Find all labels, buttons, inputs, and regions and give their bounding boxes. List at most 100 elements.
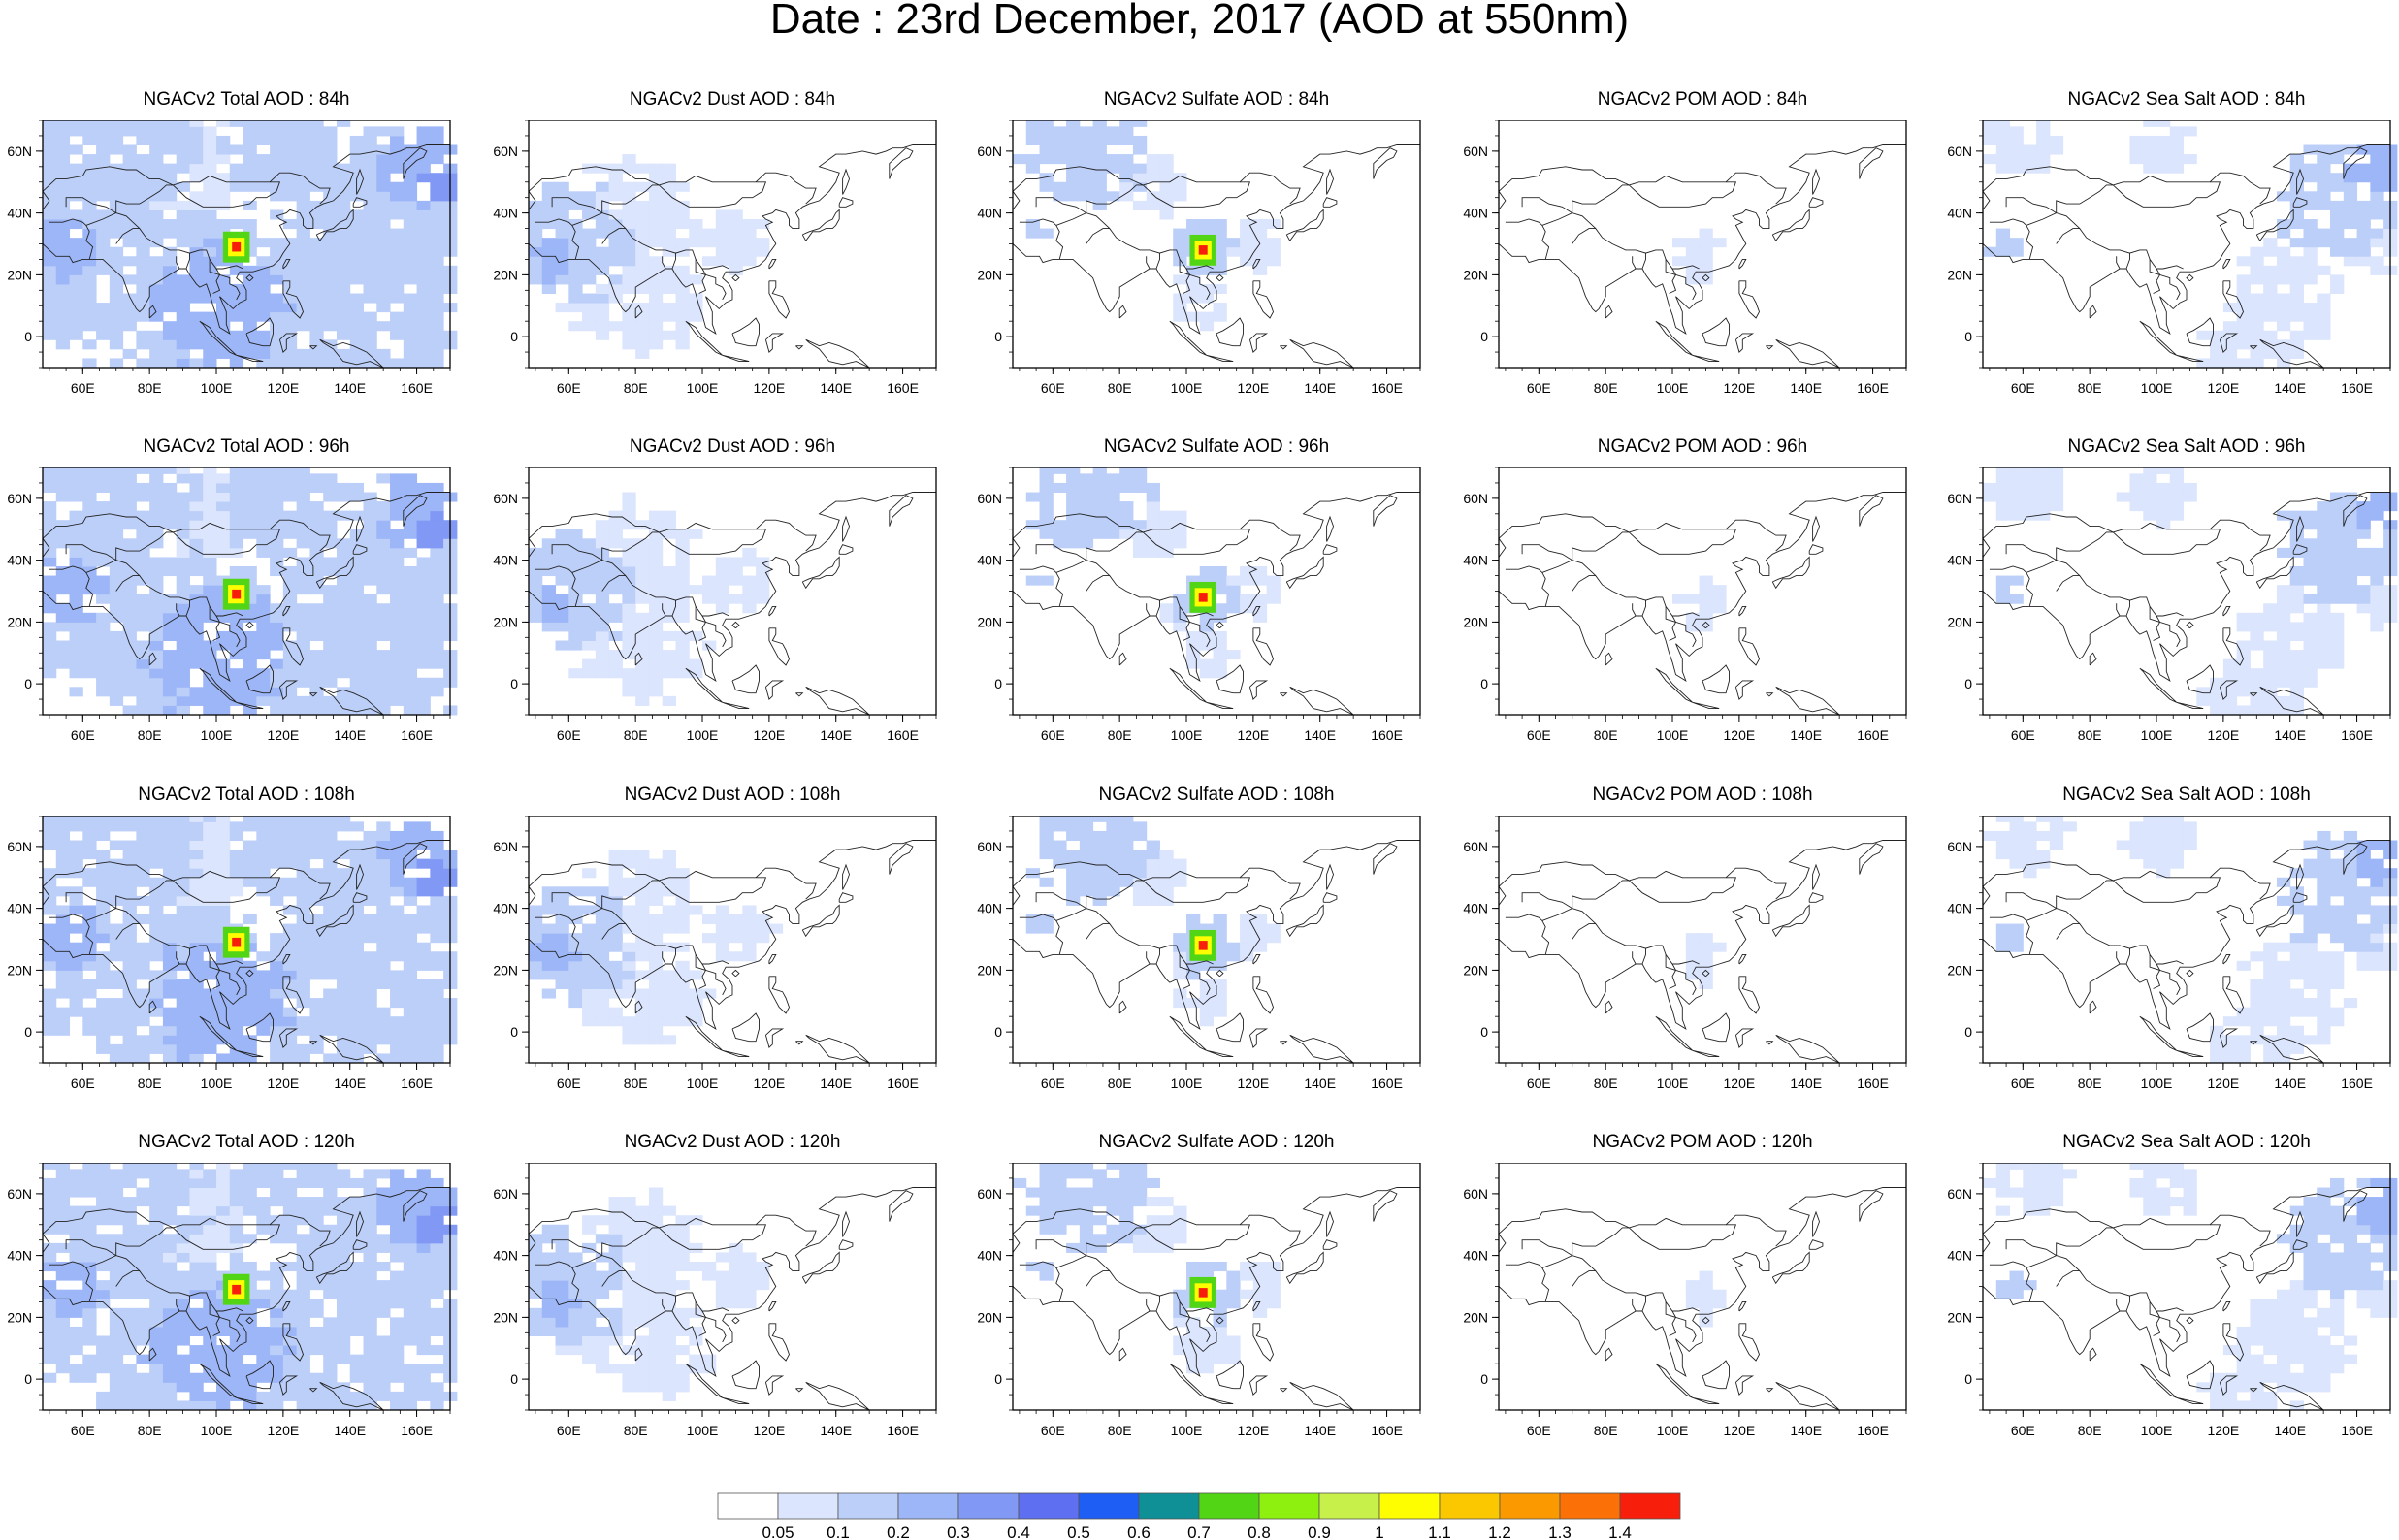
lon-tick-label: 60E [2011,727,2035,743]
colorbar-label: 1 [1375,1524,1383,1540]
lat-tick-label: 20N [1463,614,1488,629]
panel-title: NGACv2 POM AOD : 108h [1592,785,1813,805]
lon-tick-label: 100E [1657,1423,1689,1438]
lat-tick-label: 0 [994,1371,1002,1387]
map-plot: 60E 80E 100E 120E 140E 160E 60N 40N 20N 0 [977,120,1421,396]
map-plot: 60E 80E 100E 120E 140E 160E 60N 40N 20N 0 [7,120,458,396]
lat-tick-label: 0 [994,1024,1002,1040]
lon-tick-label: 60E [71,727,95,743]
panel-title: NGACv2 POM AOD : 96h [1597,436,1808,457]
map-panel-sulfate-84h: NGACv2 Sulfate AOD : 84h 60E 80E 100E 120E 14… [977,89,1421,414]
aod-field [529,850,784,1045]
lon-tick-label: 160E [887,1423,919,1438]
lon-tick-label: 120E [1238,1075,1270,1091]
colorbar-swatch [777,1492,839,1520]
lon-tick-label: 120E [2208,380,2240,396]
lat-tick-label: 0 [24,1024,32,1040]
lon-tick-label: 80E [1108,380,1132,396]
panel-title: NGACv2 Dust AOD : 120h [624,1132,841,1152]
aod-field [1685,933,1727,989]
coastlines [42,840,450,1064]
lat-tick-label: 0 [510,329,518,344]
lon-tick-label: 100E [2141,727,2173,743]
lat-tick-label: 60N [493,491,518,506]
map-plot: 60E 80E 100E 120E 140E 160E 60N 40N 20N 0 [1463,120,1907,396]
lon-tick-label: 80E [2078,1423,2102,1438]
lat-tick-label: 60N [1463,144,1488,159]
map-panel-pom-120h: NGACv2 POM AOD : 120h 60E 80E 100E 120E 140E 1… [1463,1132,1907,1457]
lat-tick-label: 0 [1964,1371,1972,1387]
map-plot: 60E 80E 100E 120E 140E 160E 60N 40N 20N 0 [1463,816,1907,1091]
map-panel-total-96h: NGACv2 Total AOD : 96h 60E 80E 100E 120E 140E… [7,436,458,761]
lat-tick-label: 60N [493,1186,518,1202]
lat-tick-label: 60N [977,491,1002,506]
lat-tick-label: 40N [493,901,518,916]
lat-tick-label: 20N [493,1309,518,1325]
panel-title: NGACv2 Total AOD : 84h [143,89,350,110]
map-plot: 60E 80E 100E 120E 140E 160E 60N 40N 20N 0 [1947,467,2398,743]
lon-tick-label: 100E [1657,1075,1689,1091]
lon-tick-label: 140E [2274,1423,2306,1438]
lat-tick-label: 20N [977,614,1002,629]
lat-tick-label: 60N [1463,491,1488,506]
map-plot: 60E 80E 100E 120E 140E 160E 60N 40N 20N 0 [1947,1163,2398,1438]
aod-hotspot [1189,1276,1216,1308]
colorbar-swatch [1198,1492,1260,1520]
aod-hotspot [1189,929,1216,961]
lat-tick-label: 40N [1463,553,1488,568]
aod-field [1013,120,1281,332]
lon-tick-label: 100E [1171,1423,1203,1438]
panel-title: NGACv2 Sea Salt AOD : 84h [2067,89,2306,110]
coastlines [1012,144,1420,369]
lon-tick-label: 160E [887,1075,919,1091]
lon-tick-label: 120E [268,1075,300,1091]
figure-title: Date : 23rd December, 2017 (AOD at 550nm… [769,0,1630,43]
lon-tick-label: 140E [2274,380,2306,396]
lat-tick-label: 0 [1964,1024,1972,1040]
lon-tick-label: 160E [887,380,919,396]
lon-tick-label: 80E [138,1075,162,1091]
lon-tick-label: 100E [687,380,719,396]
lon-tick-label: 120E [2208,1075,2240,1091]
aod-field [1983,120,2398,369]
lon-tick-label: 60E [2011,1423,2035,1438]
lon-tick-label: 100E [2141,1075,2173,1091]
lat-tick-label: 40N [7,553,32,568]
lon-tick-label: 160E [2341,727,2373,743]
lat-tick-label: 0 [24,1371,32,1387]
aod-field [1983,467,2398,716]
panel-title: NGACv2 Sulfate AOD : 96h [1103,436,1330,457]
map-plot: 60E 80E 100E 120E 140E 160E 60N 40N 20N 0 [1463,467,1907,743]
lat-tick-label: 40N [1947,553,1972,568]
lon-tick-label: 60E [71,1423,95,1438]
lat-tick-label: 20N [1947,1309,1972,1325]
lon-tick-label: 140E [1304,727,1336,743]
lon-tick-label: 60E [1041,380,1065,396]
lat-tick-label: 40N [1463,206,1488,221]
aod-hotspot [1189,581,1216,613]
lat-tick-label: 60N [7,839,32,854]
panel-title: NGACv2 Sulfate AOD : 84h [1103,89,1330,110]
coastlines [1498,492,1906,716]
lon-tick-label: 100E [1171,727,1203,743]
colorbar-label: 0.7 [1187,1524,1211,1540]
lon-tick-label: 160E [2341,380,2373,396]
colorbar-label: 1.1 [1428,1524,1451,1540]
lon-tick-label: 120E [1238,380,1270,396]
lon-tick-label: 60E [1041,727,1065,743]
lon-tick-label: 80E [138,1423,162,1438]
lon-tick-label: 140E [334,727,366,743]
lon-tick-label: 60E [1527,380,1551,396]
colorbar-label: 0.8 [1248,1524,1271,1540]
lon-tick-label: 60E [557,1423,581,1438]
lon-tick-label: 160E [401,727,433,743]
lat-tick-label: 20N [977,1309,1002,1325]
colorbar-swatch [957,1492,1020,1520]
lat-tick-label: 40N [493,1248,518,1264]
colorbar-label: 0.9 [1308,1524,1331,1540]
lon-tick-label: 60E [1041,1075,1065,1091]
lon-tick-label: 160E [1371,1423,1403,1438]
lon-tick-label: 160E [401,380,433,396]
colorbar-swatch [1258,1492,1320,1520]
lon-tick-label: 160E [2341,1075,2373,1091]
